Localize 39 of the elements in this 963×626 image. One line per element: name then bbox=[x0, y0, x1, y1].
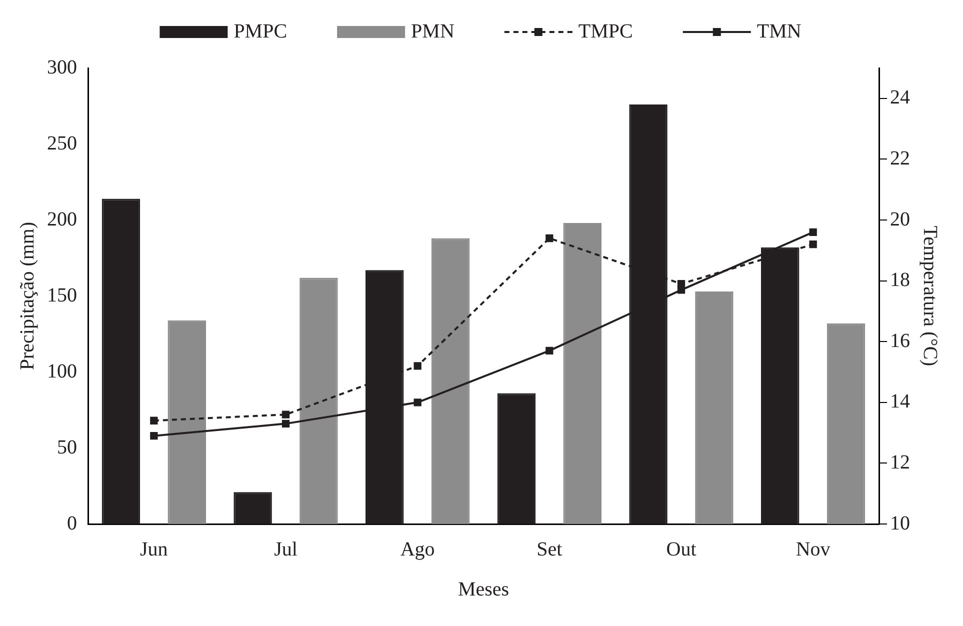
x-tick-label: Nov bbox=[796, 538, 830, 560]
y-tick-label: 300 bbox=[47, 56, 77, 78]
legend-label: PMN bbox=[411, 20, 454, 42]
point bbox=[150, 416, 158, 424]
y2-tick-label: 10 bbox=[890, 512, 910, 534]
y-tick-label: 0 bbox=[67, 512, 77, 534]
y-tick-label: 250 bbox=[47, 132, 77, 154]
point bbox=[414, 398, 422, 406]
y-tick-label: 200 bbox=[47, 208, 77, 230]
y-tick-label: 150 bbox=[47, 284, 77, 306]
x-tick-label: Ago bbox=[400, 538, 435, 560]
y-tick-label: 100 bbox=[47, 360, 77, 382]
x-axis-title: Meses bbox=[458, 578, 510, 600]
point bbox=[282, 410, 290, 418]
legend-label: PMPC bbox=[234, 20, 288, 42]
legend-label: TMPC bbox=[578, 20, 633, 42]
point bbox=[546, 234, 554, 242]
point bbox=[809, 228, 817, 236]
point bbox=[414, 362, 422, 370]
y2-tick-label: 20 bbox=[890, 208, 910, 230]
y2-tick-label: 24 bbox=[890, 86, 910, 109]
y2-tick-label: 12 bbox=[890, 451, 910, 474]
x-tick-label: Set bbox=[536, 538, 563, 560]
point bbox=[677, 280, 686, 288]
y2-axis-title: Temperatura (°C) bbox=[918, 226, 941, 366]
point bbox=[282, 420, 290, 428]
point bbox=[546, 346, 554, 355]
y2-tick-label: 18 bbox=[890, 269, 910, 292]
y2-tick-label: 16 bbox=[890, 330, 910, 352]
y-axis-title: Precipitação (mm) bbox=[16, 222, 38, 370]
y-tick-label: 50 bbox=[57, 436, 77, 458]
legend-label: TMN bbox=[756, 20, 802, 42]
x-tick-label: Out bbox=[666, 538, 697, 560]
point bbox=[150, 432, 158, 440]
x-tick-label: Jun bbox=[140, 538, 168, 560]
y2-tick-label: 14 bbox=[890, 390, 910, 413]
point bbox=[809, 240, 817, 248]
y2-tick-label: 22 bbox=[890, 147, 910, 170]
x-tick-label: Jul bbox=[274, 538, 298, 560]
